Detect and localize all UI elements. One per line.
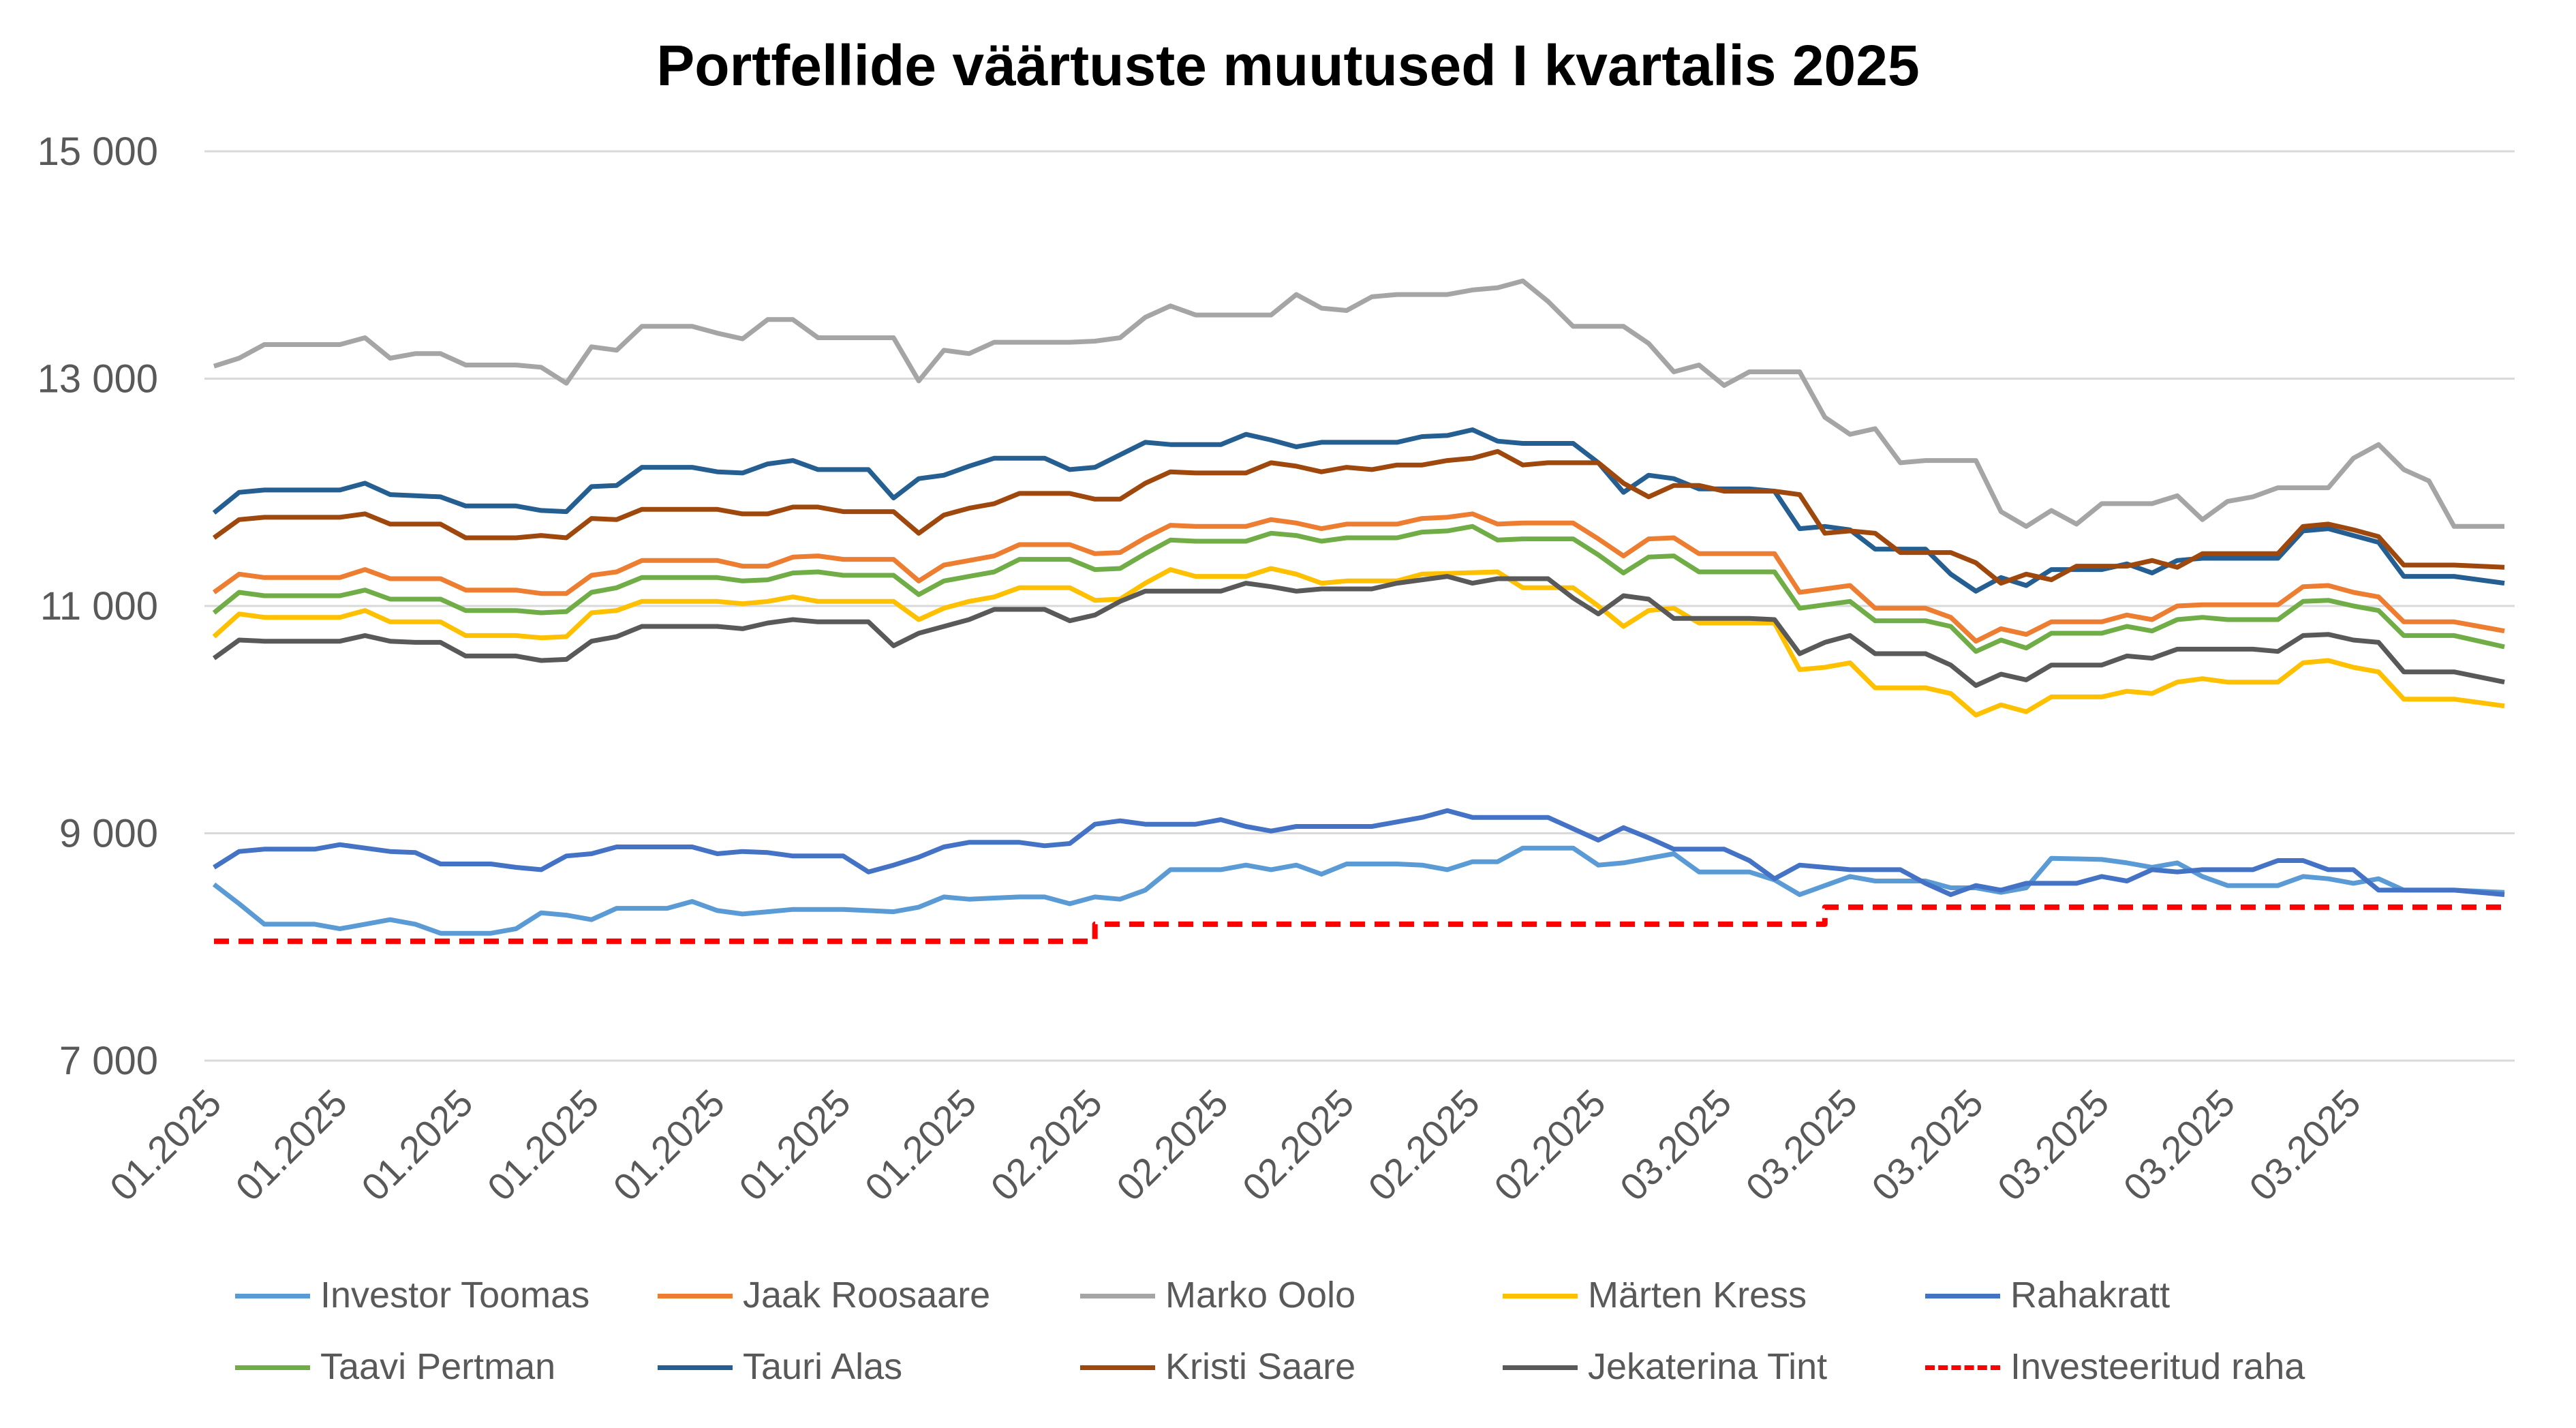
x-tick-label: 01.2025	[731, 1081, 859, 1209]
x-tick-label: 02.2025	[1486, 1081, 1614, 1209]
series-lines	[212, 278, 2505, 944]
legend-label: Rahakratt	[2010, 1275, 2171, 1316]
x-tick-label: 03.2025	[1612, 1081, 1740, 1209]
x-tick-label: 03.2025	[2241, 1081, 2369, 1209]
legend-swatch	[235, 1365, 310, 1370]
legend-swatch	[1503, 1294, 1578, 1298]
series-line-tauri-alas	[212, 427, 2505, 594]
chart-title: Portfellide väärtuste muutused I kvartal…	[656, 33, 1920, 97]
series-line-m-rten-kress	[212, 566, 2505, 718]
x-axis-ticks: 01.202501.202501.202501.202501.202501.20…	[102, 1081, 2369, 1209]
y-axis-ticks: 7 000 9 000 11 000 13 000 15 000	[37, 130, 158, 1083]
series-line-jaak-roosaare	[212, 511, 2505, 644]
y-tick-label: 7 000	[59, 1039, 158, 1083]
y-tick-label: 9 000	[59, 812, 158, 856]
x-tick-label: 02.2025	[1234, 1081, 1362, 1209]
x-tick-label: 02.2025	[1360, 1081, 1488, 1209]
x-tick-label: 03.2025	[1738, 1081, 1866, 1209]
series-line-investor-toomas	[212, 845, 2505, 936]
series-line-kristi-saare	[212, 449, 2505, 586]
gridlines	[204, 150, 2515, 1062]
legend-label: Jekaterina Tint	[1588, 1346, 1828, 1387]
legend-label: Investeeritud raha	[2010, 1346, 2305, 1387]
legend-label: Investor Toomas	[320, 1275, 590, 1316]
legend-label: Kristi Saare	[1165, 1346, 1356, 1387]
x-tick-label: 03.2025	[2115, 1081, 2243, 1209]
x-tick-label: 01.2025	[479, 1081, 607, 1209]
legend-swatch	[235, 1294, 310, 1298]
legend-swatch	[658, 1365, 733, 1370]
series-line-rahakratt	[213, 808, 2505, 897]
y-tick-label: 13 000	[37, 357, 158, 401]
series-line-marko-oolo	[213, 278, 2504, 529]
x-tick-label: 02.2025	[1108, 1081, 1236, 1209]
x-tick-label: 01.2025	[857, 1081, 985, 1209]
x-tick-label: 01.2025	[353, 1081, 481, 1209]
legend-swatch	[1503, 1365, 1578, 1370]
series-line-jekaterina-tint	[212, 574, 2505, 688]
series-line-investeeritud-raha	[214, 904, 2504, 944]
y-tick-label: 15 000	[37, 130, 158, 174]
x-tick-label: 02.2025	[982, 1081, 1110, 1209]
legend-label: Taavi Pertman	[320, 1346, 556, 1387]
legend-label: Jaak Roosaare	[743, 1275, 991, 1316]
y-tick-label: 11 000	[40, 584, 158, 628]
legend-swatch	[1080, 1294, 1155, 1298]
legend-label: Marko Oolo	[1165, 1275, 1356, 1316]
legend-swatch	[1925, 1294, 2000, 1298]
x-tick-label: 01.2025	[102, 1081, 230, 1209]
x-tick-label: 03.2025	[1863, 1081, 1991, 1209]
x-tick-label: 03.2025	[1989, 1081, 2117, 1209]
legend-label: Tauri Alas	[743, 1346, 903, 1387]
x-tick-label: 01.2025	[227, 1081, 355, 1209]
series-line-taavi-pertman	[212, 523, 2505, 654]
legend-swatch	[1925, 1365, 2000, 1370]
legend-swatch	[658, 1294, 733, 1298]
legend-swatch	[1080, 1365, 1155, 1370]
x-tick-label: 01.2025	[604, 1081, 733, 1209]
legend-label: Märten Kress	[1588, 1275, 1807, 1316]
